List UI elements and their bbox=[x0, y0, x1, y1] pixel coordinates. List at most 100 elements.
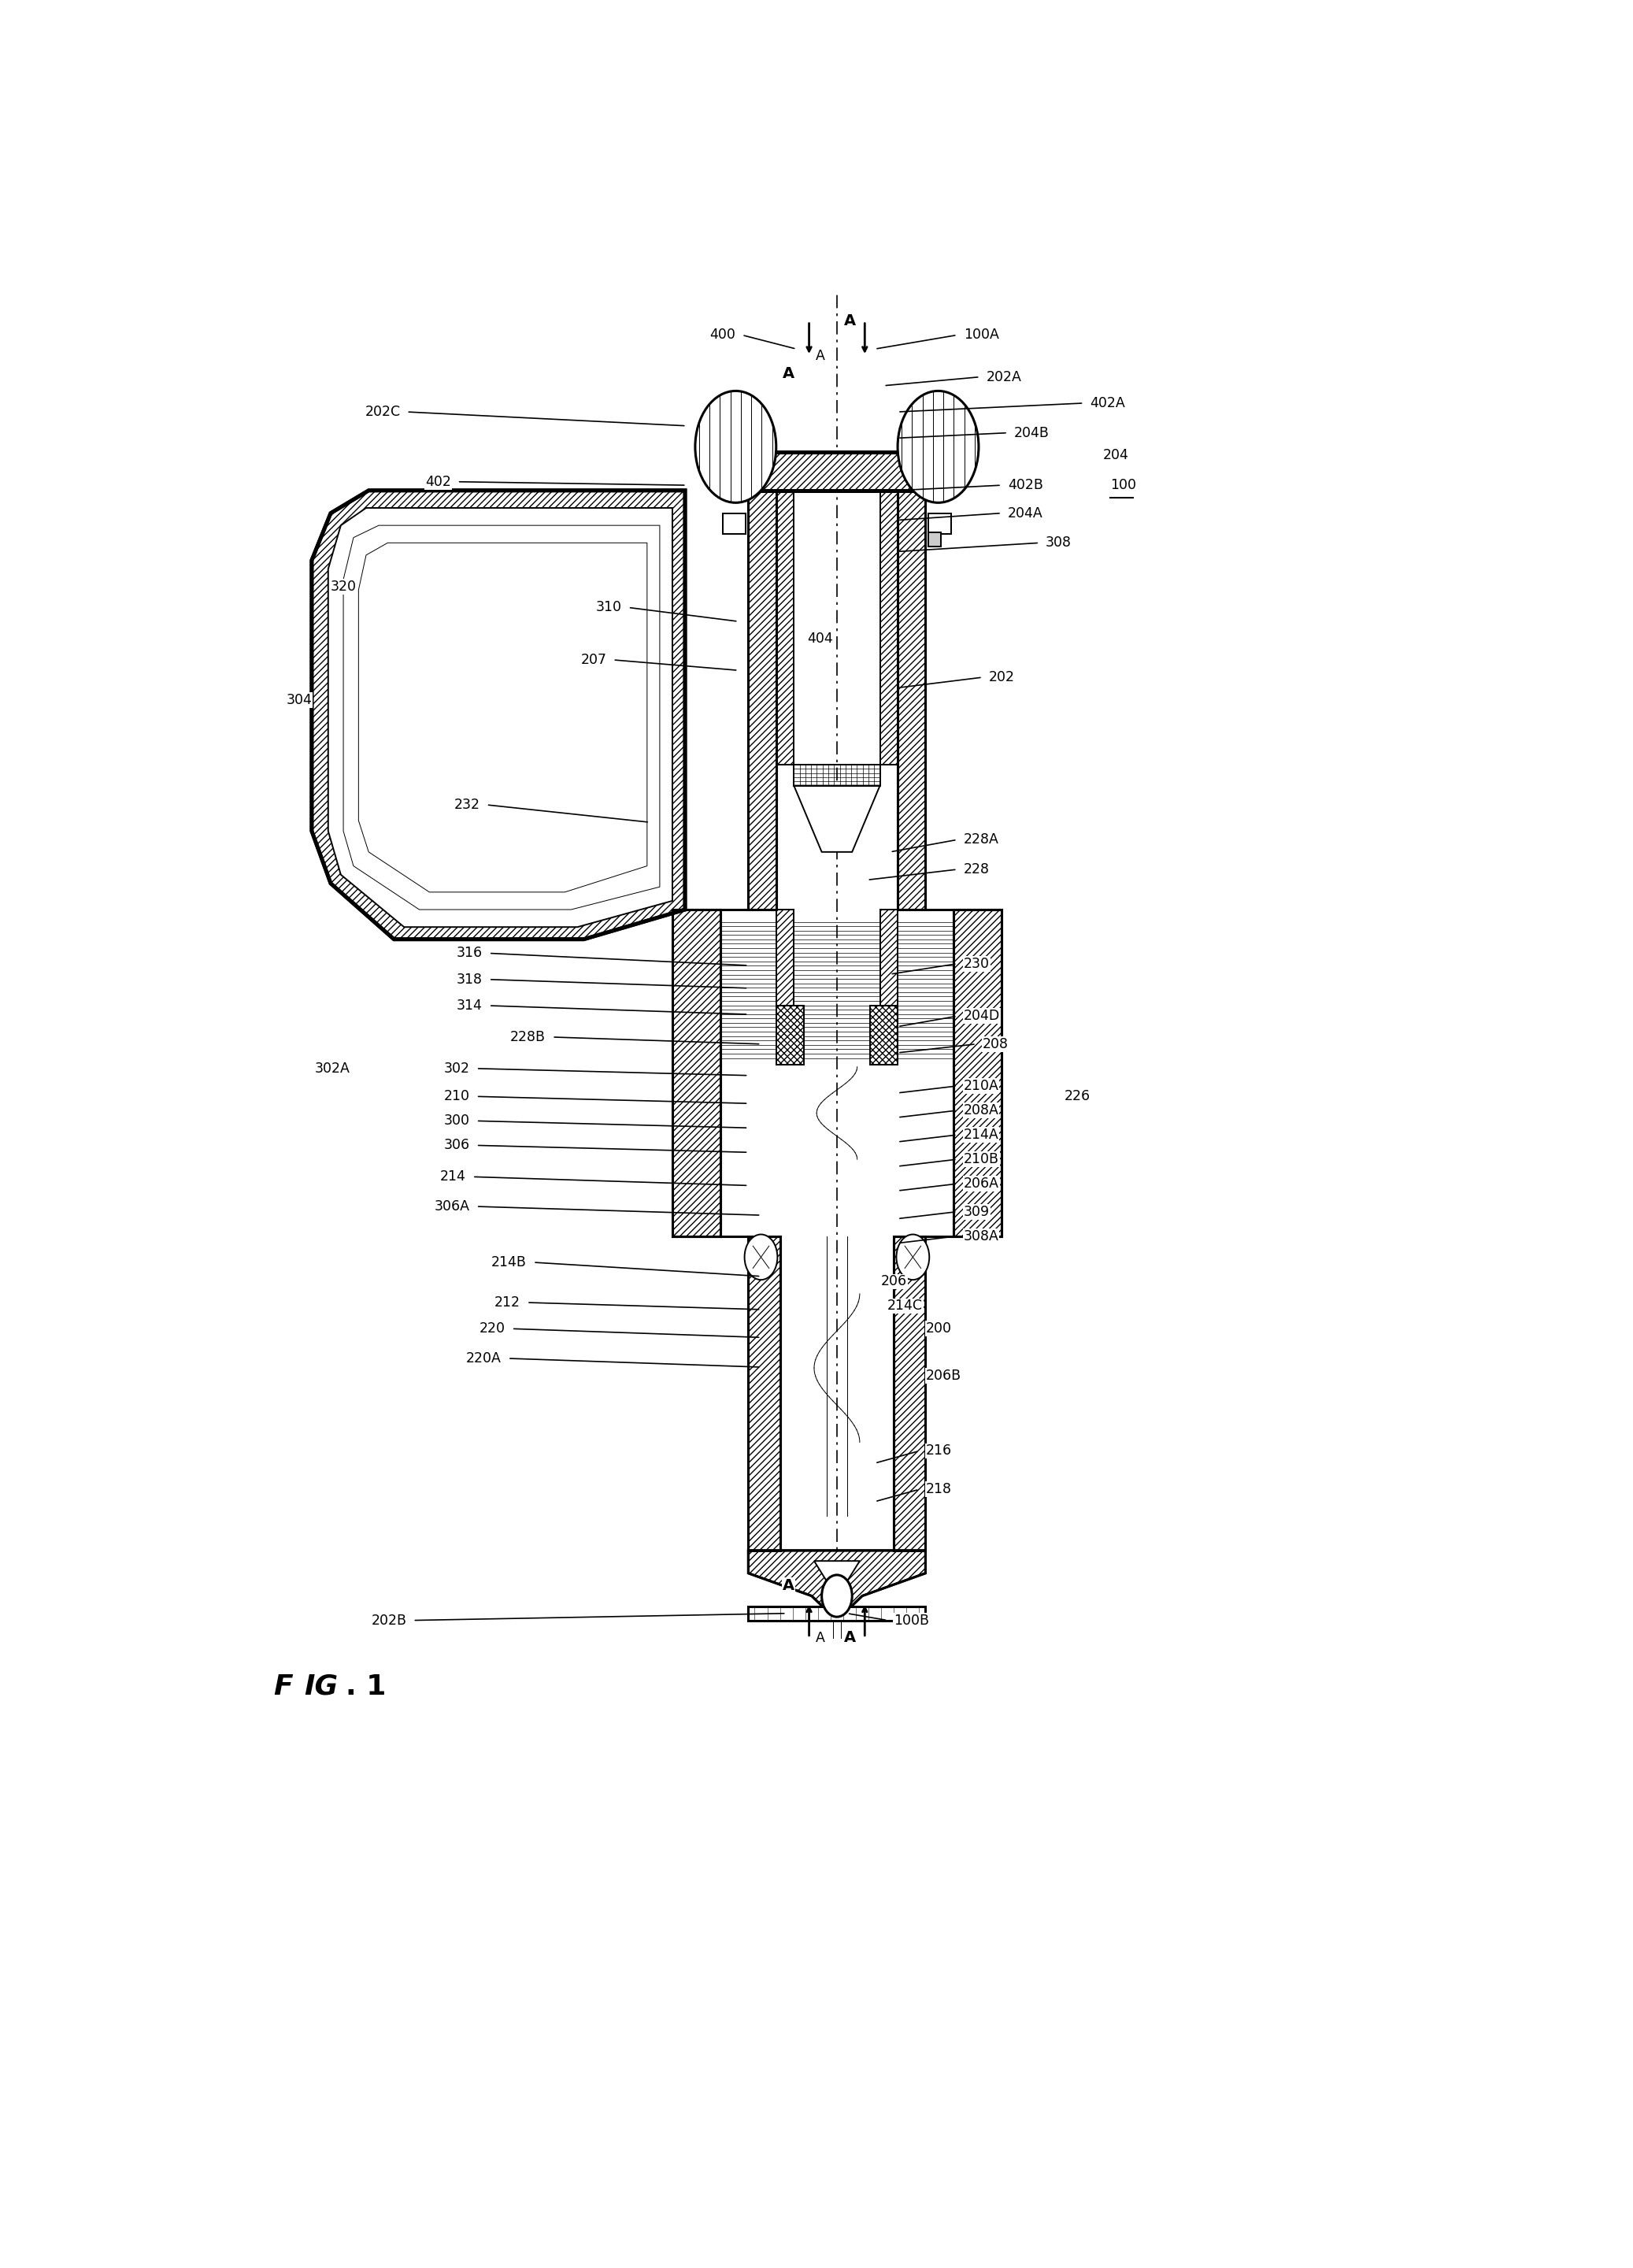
Text: 218: 218 bbox=[926, 1483, 952, 1497]
Text: 306A: 306A bbox=[434, 1200, 470, 1213]
Bar bbox=[880, 490, 898, 764]
Bar bbox=[870, 1005, 898, 1066]
Bar bbox=[738, 451, 936, 490]
Text: 228B: 228B bbox=[511, 1030, 545, 1043]
Polygon shape bbox=[815, 1560, 859, 1585]
Bar bbox=[776, 490, 794, 764]
Circle shape bbox=[821, 1574, 852, 1617]
Text: 302A: 302A bbox=[314, 1061, 349, 1075]
Bar bbox=[673, 909, 720, 1236]
Text: 100A: 100A bbox=[963, 329, 999, 342]
Bar bbox=[893, 1236, 926, 1551]
Text: 306: 306 bbox=[444, 1139, 470, 1152]
Bar bbox=[928, 513, 950, 533]
Text: 302: 302 bbox=[444, 1061, 470, 1075]
Text: 214: 214 bbox=[441, 1170, 465, 1184]
Text: 204: 204 bbox=[1102, 449, 1128, 463]
Text: 206B: 206B bbox=[926, 1370, 962, 1383]
Text: 216: 216 bbox=[926, 1445, 952, 1458]
Text: 214C: 214C bbox=[888, 1300, 923, 1313]
Polygon shape bbox=[312, 490, 686, 939]
Text: 230: 230 bbox=[963, 957, 990, 971]
Text: 400: 400 bbox=[710, 329, 735, 342]
Text: 402: 402 bbox=[425, 474, 451, 490]
Bar bbox=[748, 490, 776, 909]
Bar bbox=[776, 490, 794, 764]
Circle shape bbox=[696, 390, 776, 503]
Polygon shape bbox=[794, 785, 880, 853]
Text: 202B: 202B bbox=[371, 1613, 407, 1628]
Bar bbox=[880, 909, 898, 1014]
Text: . 1: . 1 bbox=[346, 1674, 387, 1701]
Text: 204D: 204D bbox=[963, 1009, 999, 1023]
Text: 206A: 206A bbox=[963, 1177, 999, 1191]
Text: 208: 208 bbox=[983, 1036, 1009, 1050]
Bar bbox=[880, 909, 898, 1014]
Bar bbox=[954, 909, 1001, 1236]
Text: 210: 210 bbox=[444, 1089, 470, 1105]
Text: 220: 220 bbox=[480, 1322, 505, 1336]
Text: A: A bbox=[782, 1579, 795, 1592]
Text: 214A: 214A bbox=[963, 1127, 999, 1143]
Text: 202: 202 bbox=[990, 671, 1014, 685]
Polygon shape bbox=[748, 1551, 926, 1608]
Text: 202C: 202C bbox=[364, 404, 400, 420]
Text: 212: 212 bbox=[495, 1295, 521, 1309]
Bar bbox=[776, 1005, 803, 1066]
Text: 318: 318 bbox=[457, 973, 483, 987]
Bar bbox=[776, 909, 794, 1014]
Text: 402A: 402A bbox=[1091, 397, 1125, 411]
Text: 210B: 210B bbox=[963, 1152, 999, 1166]
Text: 308A: 308A bbox=[963, 1229, 999, 1243]
Bar bbox=[898, 490, 926, 909]
Bar bbox=[776, 909, 794, 1014]
Bar bbox=[880, 490, 898, 764]
Text: 210A: 210A bbox=[963, 1080, 999, 1093]
Text: 308: 308 bbox=[1045, 535, 1071, 549]
Text: 310: 310 bbox=[596, 601, 622, 615]
Bar bbox=[928, 533, 941, 547]
Bar bbox=[748, 1236, 781, 1551]
Text: 220A: 220A bbox=[465, 1352, 501, 1365]
Bar bbox=[738, 451, 936, 490]
Text: A: A bbox=[782, 365, 795, 381]
Polygon shape bbox=[328, 508, 673, 928]
Text: 404: 404 bbox=[808, 633, 833, 646]
Bar bbox=[954, 909, 1001, 1236]
Bar bbox=[928, 513, 950, 533]
Text: 309: 309 bbox=[963, 1204, 990, 1218]
Polygon shape bbox=[343, 526, 660, 909]
Text: 304: 304 bbox=[286, 694, 312, 708]
Text: 200: 200 bbox=[926, 1322, 952, 1336]
Circle shape bbox=[897, 1234, 929, 1279]
Text: A: A bbox=[816, 1631, 825, 1644]
Bar bbox=[748, 1236, 781, 1551]
Text: 228: 228 bbox=[963, 862, 990, 875]
Text: 208A: 208A bbox=[963, 1102, 999, 1118]
Text: 402B: 402B bbox=[1008, 479, 1043, 492]
Text: 207: 207 bbox=[581, 653, 606, 667]
Bar bbox=[673, 909, 720, 1236]
Circle shape bbox=[745, 1234, 777, 1279]
Text: 100: 100 bbox=[1110, 479, 1137, 492]
Text: 206: 206 bbox=[882, 1275, 908, 1288]
Bar bbox=[893, 1236, 926, 1551]
Bar bbox=[794, 764, 880, 785]
Text: F: F bbox=[274, 1674, 292, 1701]
Bar bbox=[748, 490, 776, 909]
Text: 204A: 204A bbox=[1008, 506, 1043, 519]
Text: 232: 232 bbox=[454, 798, 480, 812]
Text: 204B: 204B bbox=[1014, 426, 1050, 440]
Bar bbox=[748, 1606, 926, 1619]
Text: A: A bbox=[816, 349, 825, 363]
Text: 300: 300 bbox=[444, 1114, 470, 1127]
Text: 226: 226 bbox=[1065, 1089, 1091, 1105]
Text: 202A: 202A bbox=[986, 370, 1022, 383]
Bar bbox=[723, 513, 746, 533]
Text: A: A bbox=[844, 313, 856, 329]
Text: 314: 314 bbox=[457, 998, 483, 1014]
Text: 316: 316 bbox=[457, 946, 483, 959]
Text: 214B: 214B bbox=[492, 1254, 527, 1270]
Text: A: A bbox=[844, 1631, 856, 1644]
Bar bbox=[898, 490, 926, 909]
